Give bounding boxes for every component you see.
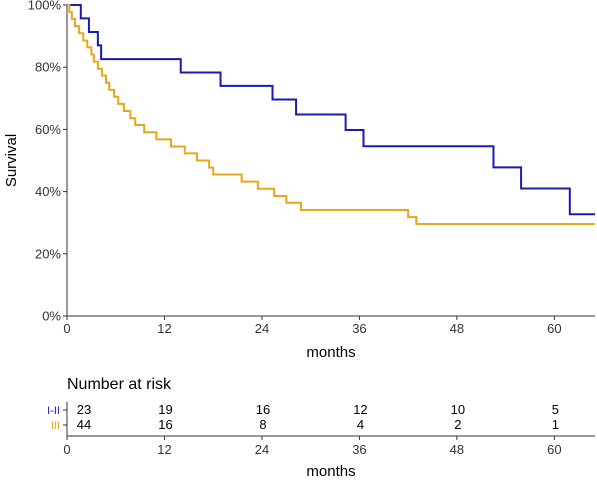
risk-row-label: III: [51, 420, 60, 432]
risk-count: 16: [256, 402, 270, 417]
risk-x-axis-ticks: 0 12 24 36 48 60: [63, 436, 562, 457]
survival-curve-iii: [67, 4, 595, 225]
risk-count: 19: [158, 402, 172, 417]
x-tick-label: 0: [63, 321, 70, 336]
risk-count: 10: [451, 402, 465, 417]
x-tick-label: 36: [352, 321, 366, 336]
y-axis-ticks: 0% 20% 40% 60% 80% 100%: [28, 0, 67, 324]
y-tick-label: 100%: [28, 0, 62, 13]
survival-plot: 0% 20% 40% 60% 80% 100% 0 12 24 36 48 60 months Su…: [3, 0, 595, 361]
x-tick-label: 24: [255, 321, 269, 336]
risk-x-tick-label: 48: [450, 442, 464, 457]
y-tick-label: 40%: [35, 184, 61, 199]
risk-x-tick-label: 36: [352, 442, 366, 457]
risk-count: 4: [357, 417, 364, 432]
risk-count: 16: [158, 417, 172, 432]
risk-x-tick-label: 24: [255, 442, 269, 457]
risk-count: 2: [454, 417, 461, 432]
risk-count: 12: [353, 402, 367, 417]
survival-curves: [67, 4, 595, 225]
y-tick-label: 80%: [35, 60, 61, 75]
y-axis-title: Survival: [3, 134, 20, 187]
risk-row-label: I-II: [47, 405, 60, 417]
x-axis-ticks: 0 12 24 36 48 60: [63, 316, 562, 336]
risk-count: 5: [552, 402, 559, 417]
risk-x-tick-label: 0: [63, 442, 70, 457]
risk-count: 8: [259, 417, 266, 432]
risk-table-title: Number at risk: [67, 376, 172, 393]
risk-x-tick-label: 60: [547, 442, 561, 457]
y-tick-label: 0%: [42, 309, 61, 324]
risk-x-tick-label: 12: [157, 442, 171, 457]
risk-count: 23: [77, 402, 91, 417]
y-tick-label: 20%: [35, 246, 61, 261]
risk-table: Number at risk 0 12 24 36 48 60 I-II 23 19 16 12 1…: [47, 376, 595, 480]
y-tick-label: 60%: [35, 122, 61, 137]
risk-x-axis-title: months: [306, 463, 355, 480]
x-tick-label: 48: [450, 321, 464, 336]
x-tick-label: 12: [157, 321, 171, 336]
risk-count: 1: [552, 417, 559, 432]
risk-count: 44: [77, 417, 91, 432]
survival-curve-i-ii: [67, 4, 595, 216]
x-axis-title: months: [306, 344, 355, 361]
x-tick-label: 60: [547, 321, 561, 336]
